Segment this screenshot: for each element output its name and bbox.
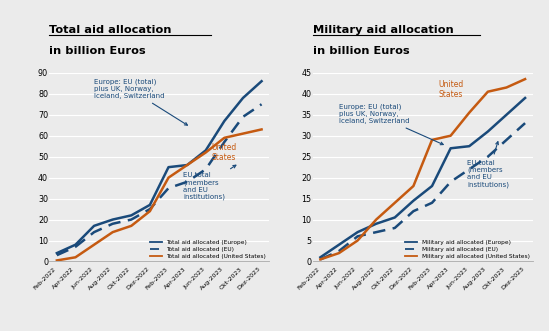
Text: EU total
(members
and EU
institutions): EU total (members and EU institutions) [467, 142, 509, 188]
Text: in billion Euros: in billion Euros [313, 46, 410, 56]
Legend: Military aid allocated (Europe), Military aid allocated (EU), Military aid alloc: Military aid allocated (Europe), Militar… [405, 240, 530, 259]
Text: in billion Euros: in billion Euros [49, 46, 146, 56]
Text: United
States: United States [211, 143, 237, 162]
Text: Total aid allocation: Total aid allocation [49, 25, 172, 35]
Text: EU total
(members
and EU
institutions): EU total (members and EU institutions) [183, 165, 236, 200]
Text: Military aid allocation: Military aid allocation [313, 25, 453, 35]
Text: United
States: United States [439, 80, 464, 99]
Legend: Total aid allocated (Europe), Total aid allocated (EU), Total aid allocated (Uni: Total aid allocated (Europe), Total aid … [150, 240, 266, 259]
Text: Europe: EU (total)
plus UK, Norway,
Iceland, Switzerland: Europe: EU (total) plus UK, Norway, Icel… [94, 78, 187, 125]
Text: Europe: EU (total)
plus UK, Norway,
Iceland, Switzerland: Europe: EU (total) plus UK, Norway, Icel… [339, 104, 443, 145]
